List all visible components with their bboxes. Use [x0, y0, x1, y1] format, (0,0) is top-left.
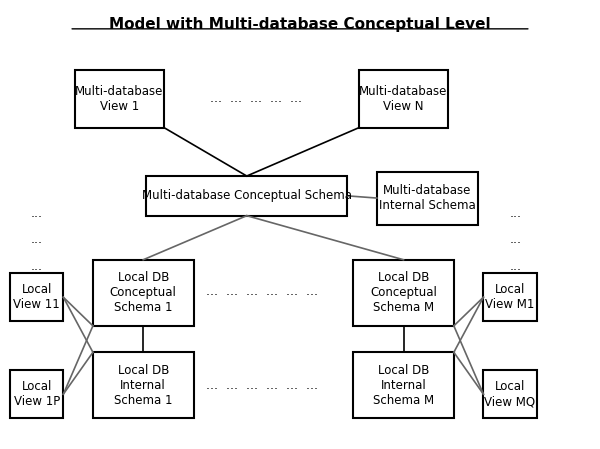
FancyBboxPatch shape [75, 70, 164, 128]
Text: Multi-database
View 1: Multi-database View 1 [76, 85, 164, 113]
Text: Local DB
Conceptual
Schema 1: Local DB Conceptual Schema 1 [110, 271, 176, 314]
Text: ...  ...  ...  ...  ...  ...: ... ... ... ... ... ... [206, 285, 317, 298]
FancyBboxPatch shape [10, 370, 64, 418]
Text: Multi-database
Internal Schema: Multi-database Internal Schema [379, 184, 476, 212]
Text: ...: ... [31, 233, 43, 247]
Text: Local DB
Internal
Schema M: Local DB Internal Schema M [373, 364, 434, 407]
Text: Multi-database Conceptual Schema: Multi-database Conceptual Schema [142, 189, 352, 202]
FancyBboxPatch shape [146, 176, 347, 216]
FancyBboxPatch shape [93, 352, 194, 418]
FancyBboxPatch shape [353, 260, 454, 326]
Text: Multi-database
View N: Multi-database View N [359, 85, 448, 113]
Text: Local
View M1: Local View M1 [485, 283, 535, 311]
Text: Local DB
Internal
Schema 1: Local DB Internal Schema 1 [114, 364, 172, 407]
FancyBboxPatch shape [93, 260, 194, 326]
FancyBboxPatch shape [10, 273, 64, 321]
FancyBboxPatch shape [377, 172, 478, 224]
FancyBboxPatch shape [359, 70, 448, 128]
Text: ...  ...  ...  ...  ...: ... ... ... ... ... [209, 92, 302, 106]
FancyBboxPatch shape [484, 370, 536, 418]
Text: ...: ... [510, 207, 522, 220]
Text: Local
View 1P: Local View 1P [14, 380, 60, 408]
Text: ...: ... [510, 233, 522, 247]
Text: ...: ... [31, 207, 43, 220]
Text: Local
View 11: Local View 11 [13, 283, 60, 311]
Text: ...  ...  ...  ...  ...  ...: ... ... ... ... ... ... [206, 379, 317, 392]
Text: Local
View MQ: Local View MQ [484, 380, 536, 408]
Text: ...: ... [510, 260, 522, 273]
Text: Model with Multi-database Conceptual Level: Model with Multi-database Conceptual Lev… [109, 18, 491, 32]
Text: ...: ... [31, 260, 43, 273]
Text: Local DB
Conceptual
Schema M: Local DB Conceptual Schema M [370, 271, 437, 314]
FancyBboxPatch shape [353, 352, 454, 418]
FancyBboxPatch shape [484, 273, 536, 321]
